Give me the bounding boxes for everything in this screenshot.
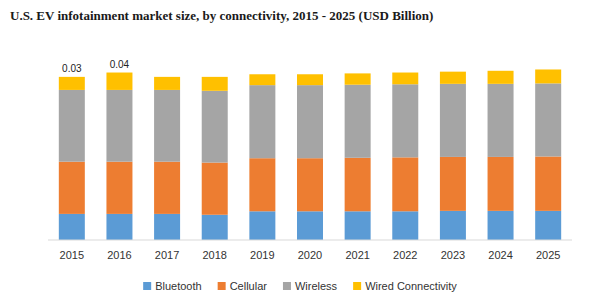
bar xyxy=(59,90,85,162)
x-tick-label: 2025 xyxy=(536,249,560,261)
x-tick-label: 2015 xyxy=(60,249,84,261)
bar xyxy=(297,211,323,240)
bar xyxy=(106,162,132,214)
bar xyxy=(249,211,275,240)
bar xyxy=(249,74,275,85)
legend-swatch xyxy=(218,282,226,290)
bar xyxy=(345,211,371,240)
bar xyxy=(59,214,85,240)
x-tick-label: 2024 xyxy=(488,249,512,261)
bar xyxy=(440,157,466,211)
legend-swatch xyxy=(283,282,291,290)
bar xyxy=(440,211,466,240)
bar xyxy=(202,77,228,91)
x-tick-label: 2020 xyxy=(298,249,322,261)
bar xyxy=(106,214,132,240)
legend-label: Wired Connectivity xyxy=(365,280,457,292)
bar xyxy=(154,90,180,162)
bar xyxy=(392,211,418,240)
bar xyxy=(106,73,132,90)
x-tick-label: 2019 xyxy=(250,249,274,261)
x-tick-label: 2018 xyxy=(202,249,226,261)
legend-swatch xyxy=(353,282,361,290)
bar xyxy=(202,163,228,215)
bar xyxy=(154,77,180,90)
bar xyxy=(488,84,514,157)
bar xyxy=(154,162,180,214)
legend-label: Cellular xyxy=(230,280,268,292)
x-tick-label: 2017 xyxy=(155,249,179,261)
bar xyxy=(106,90,132,162)
bar xyxy=(488,157,514,211)
bar xyxy=(535,211,561,240)
bar xyxy=(440,72,466,84)
x-tick-label: 2023 xyxy=(441,249,465,261)
x-axis xyxy=(48,240,572,241)
bar xyxy=(488,211,514,240)
title: U.S. EV infotainment market size, by con… xyxy=(10,8,433,23)
bar xyxy=(535,156,561,210)
bar xyxy=(249,158,275,211)
bar xyxy=(297,158,323,211)
bar xyxy=(488,71,514,84)
bar xyxy=(202,91,228,163)
bar xyxy=(345,73,371,84)
bar xyxy=(59,162,85,214)
bar xyxy=(297,74,323,85)
legend: Bluetooth Cellular Wireless Wired Connectiv… xyxy=(143,280,457,292)
data-label: 0.04 xyxy=(110,59,130,70)
bar xyxy=(392,73,418,85)
x-tick-label: 2016 xyxy=(107,249,131,261)
chart: U.S. EV infotainment market size, by con… xyxy=(0,0,600,300)
legend-swatch xyxy=(143,282,151,290)
x-tick-label: 2021 xyxy=(345,249,369,261)
data-label: 0.03 xyxy=(62,63,82,74)
bar xyxy=(59,77,85,90)
legend-label: Bluetooth xyxy=(155,280,201,292)
bar xyxy=(440,84,466,157)
bar xyxy=(202,215,228,240)
bar xyxy=(345,85,371,158)
bar xyxy=(249,85,275,158)
x-tick-label: 2022 xyxy=(393,249,417,261)
bar xyxy=(392,84,418,157)
legend-label: Wireless xyxy=(295,280,338,292)
bar xyxy=(535,83,561,156)
bar xyxy=(535,69,561,83)
bar xyxy=(297,85,323,158)
bar xyxy=(345,158,371,212)
bar xyxy=(154,214,180,240)
bars xyxy=(59,69,561,240)
bar xyxy=(392,157,418,211)
